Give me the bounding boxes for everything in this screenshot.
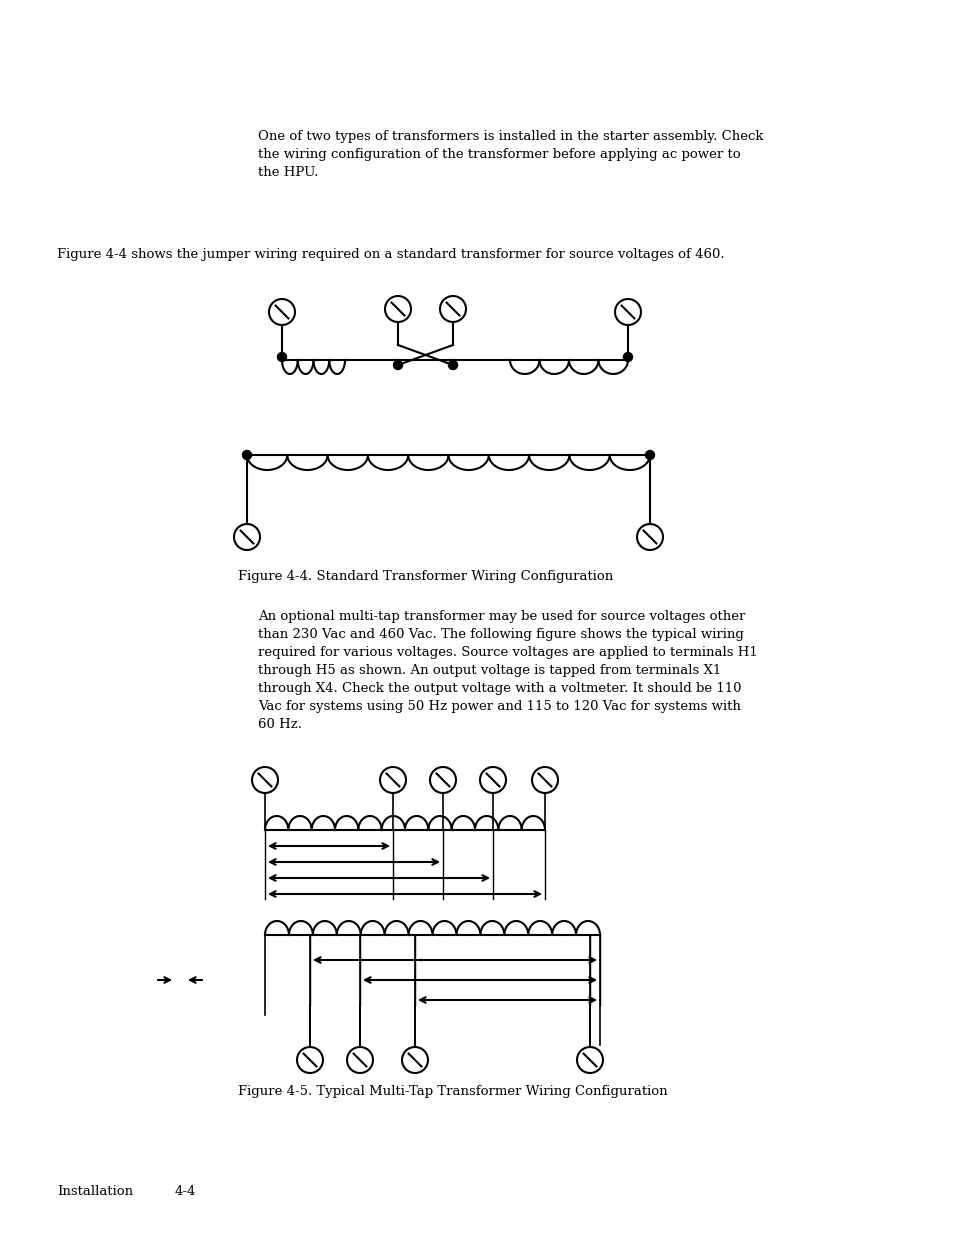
Text: One of two types of transformers is installed in the starter assembly. Check
the: One of two types of transformers is inst…	[257, 130, 762, 179]
Circle shape	[448, 361, 457, 369]
Circle shape	[645, 451, 654, 459]
Circle shape	[623, 352, 632, 362]
Circle shape	[393, 361, 402, 369]
Text: Installation: Installation	[57, 1186, 133, 1198]
Circle shape	[242, 451, 252, 459]
Text: Figure 4-4 shows the jumper wiring required on a standard transformer for source: Figure 4-4 shows the jumper wiring requi…	[57, 248, 724, 261]
Text: Figure 4-4. Standard Transformer Wiring Configuration: Figure 4-4. Standard Transformer Wiring …	[237, 571, 613, 583]
Circle shape	[277, 352, 286, 362]
Text: Figure 4-5. Typical Multi-Tap Transformer Wiring Configuration: Figure 4-5. Typical Multi-Tap Transforme…	[237, 1086, 667, 1098]
Text: An optional multi-tap transformer may be used for source voltages other
than 230: An optional multi-tap transformer may be…	[257, 610, 757, 731]
Text: 4-4: 4-4	[174, 1186, 196, 1198]
